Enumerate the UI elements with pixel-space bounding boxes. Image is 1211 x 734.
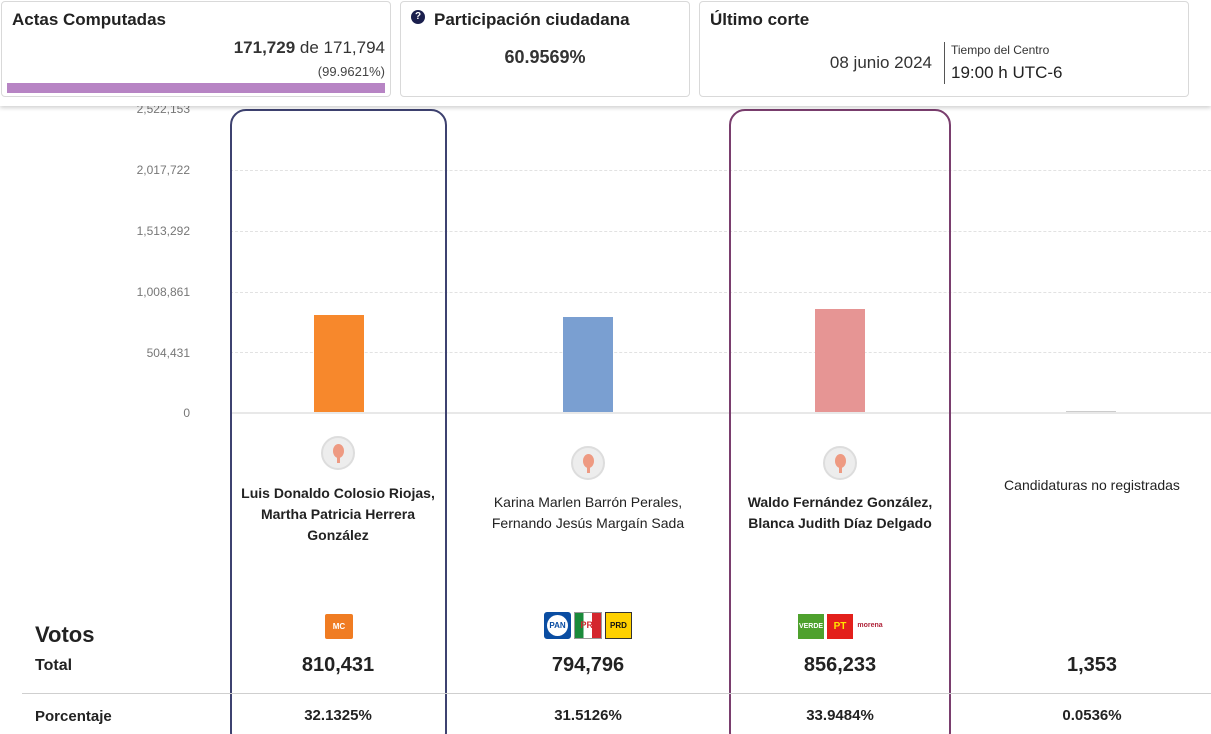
row-divider [22,693,1211,694]
actas-computadas-card: Actas Computadas 171,729 de 171,794 (99.… [1,1,391,97]
candidate-name-line: Blanca Judith Díaz Delgado [748,515,932,531]
candidate-name-no-registradas: Candidaturas no registradas [983,475,1201,496]
percent-no-registradas: 0.0536% [1062,707,1122,724]
y-tick-label: 1,513,292 [136,224,190,238]
participacion-card: ? Participación ciudadana 60.9569% [400,1,690,97]
candidate-name-colosio[interactable]: Luis Donaldo Colosio Riojas, Martha Patr… [229,483,447,546]
leading-candidate-frame [230,109,447,734]
pri-logo: PRI [574,612,602,639]
prd-logo: PRD [605,612,632,639]
participacion-value: 60.9569% [504,47,586,67]
summary-bar: Actas Computadas 171,729 de 171,794 (99.… [0,0,1211,106]
y-tick-label: 504,431 [146,346,190,360]
total-votes-fernandez: 856,233 [803,654,877,676]
y-tick-label: 0 [183,406,190,420]
actas-progress-fill [7,83,385,93]
pan-logo-text: PAN [547,615,568,636]
votes-title: Votos [35,622,95,647]
percent-fernandez: 33.9484% [806,707,874,724]
total-label: Total [35,657,73,674]
y-tick-label: 2,017,722 [136,163,190,177]
candidate-avatar [823,446,857,480]
total-votes-barron: 794,796 [551,654,625,676]
percent-colosio: 32.1325% [304,707,372,724]
actas-total: 171,794 [323,38,385,57]
candidate-name-line: Candidaturas no registradas [1004,477,1180,493]
actas-title: Actas Computadas [12,10,166,29]
candidate-name-line: Martha Patricia Herrera [260,506,416,522]
actas-count: 171,729 de 171,794 [234,38,385,58]
gridline [230,170,1211,171]
help-circle-icon[interactable]: ? [411,10,425,24]
total-votes-colosio: 810,431 [301,654,375,676]
percent-label: Porcentaje [35,708,112,725]
bar-barron[interactable] [563,316,613,412]
verde-logo: VERDE [798,614,824,639]
ultimo-corte-card: Último corte 08 junio 2024 Tiempo del Ce… [699,1,1189,97]
gridline [230,292,1211,293]
bar-fernandez[interactable] [815,309,865,412]
candidate-name-line: Luis Donaldo Colosio Riojas, [241,485,435,501]
candidate-name-line: Waldo Fernández González, [747,494,933,510]
actas-of-label: de [299,38,319,57]
percent-barron: 31.5126% [554,707,622,724]
cut-divider [944,42,945,84]
cut-time: 19:00 h UTC-6 [951,63,1063,82]
candidate-name-fernandez[interactable]: Waldo Fernández González, Blanca Judith … [731,492,949,534]
movimiento-ciudadano-logo: MC [325,614,353,639]
winning-candidate-frame [729,109,951,734]
participacion-title: Participación ciudadana [434,10,630,29]
bar-no-registradas[interactable] [1066,411,1116,412]
total-votes-no-registradas: 1,353 [1066,654,1118,676]
candidate-name-line: González [307,527,369,543]
y-tick-label: 1,008,861 [136,285,190,299]
bar-colosio[interactable] [314,314,364,412]
morena-logo: morena [857,622,883,629]
gridline [230,352,1211,353]
actas-percent: (99.9621%) [317,64,385,79]
candidate-avatar [321,436,355,470]
actas-computed: 171,729 [233,38,296,57]
candidate-avatar [571,446,605,480]
actas-progress-bar [7,83,385,93]
candidate-name-line: Fernando Jesús Margaín Sada [491,515,685,531]
ultimo-corte-title: Último corte [710,10,810,29]
pan-logo: PAN [544,612,571,639]
candidate-name-line: Karina Marlen Barrón Perales, [493,494,683,510]
x-axis-baseline [230,412,1211,414]
pt-logo: PT [827,614,853,639]
cut-date: 08 junio 2024 [829,53,932,72]
gridline [230,231,1211,232]
cut-tz-label: Tiempo del Centro [951,43,1050,57]
candidate-name-barron[interactable]: Karina Marlen Barrón Perales, Fernando J… [479,492,697,534]
